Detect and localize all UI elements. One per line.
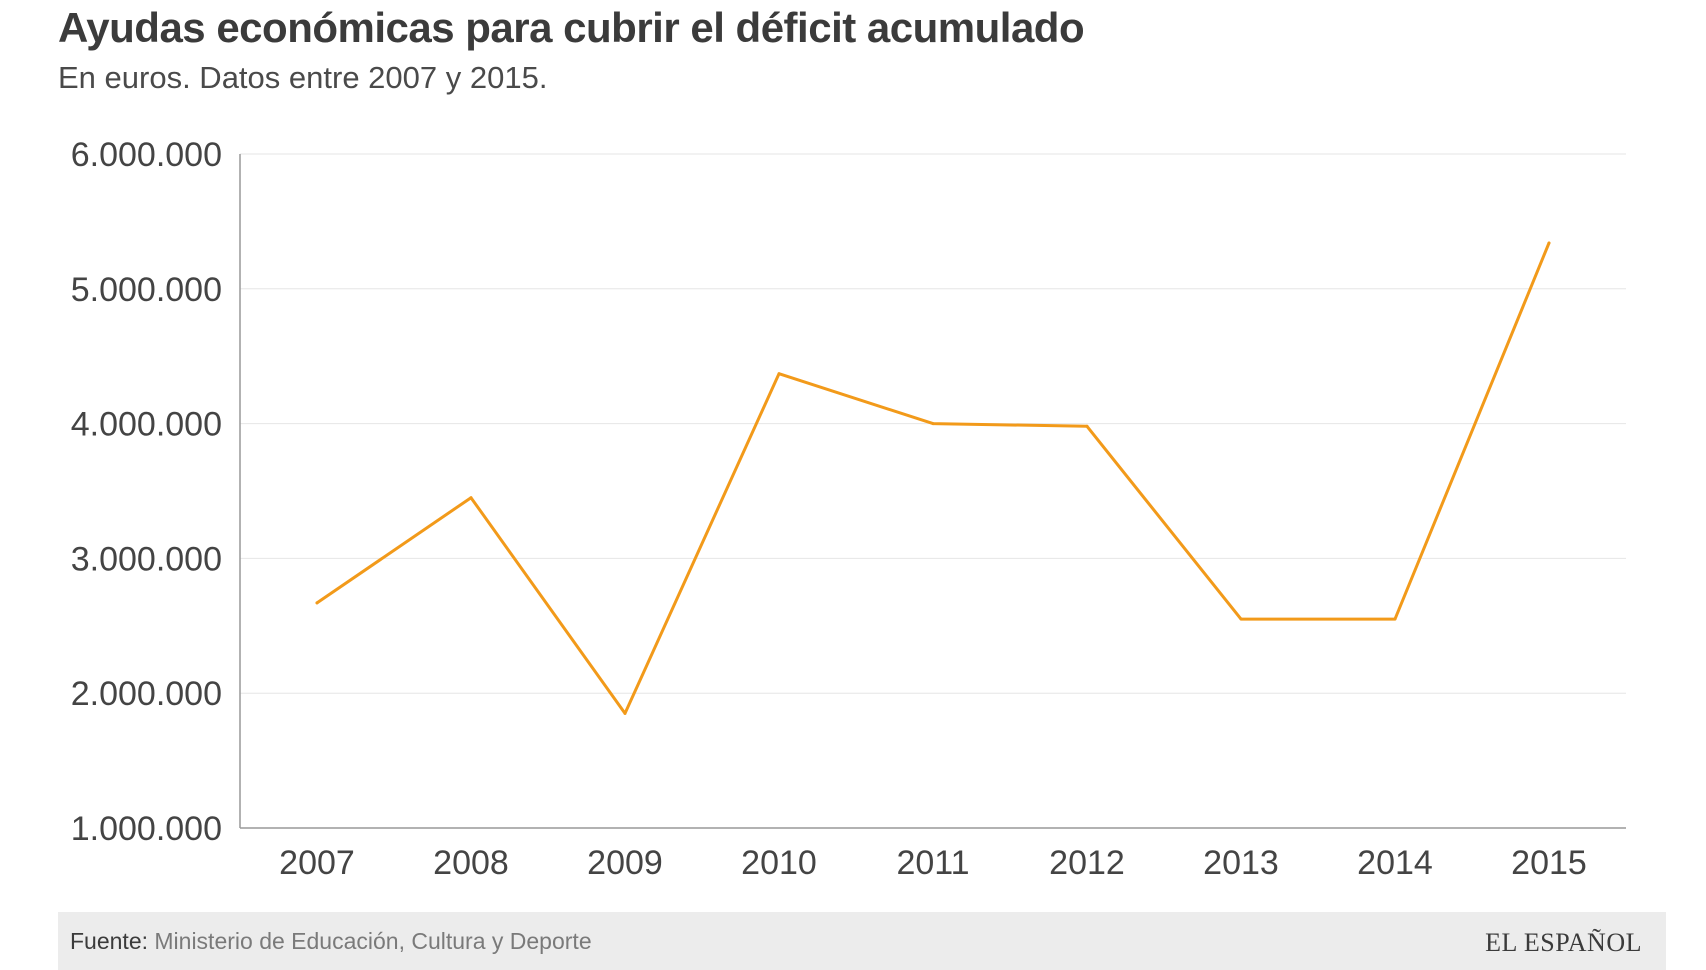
- chart-subtitle: En euros. Datos entre 2007 y 2015.: [58, 60, 548, 95]
- x-tick-label: 2011: [896, 844, 969, 882]
- y-tick-label: 3.000.000: [71, 540, 222, 578]
- data-point: [931, 422, 935, 426]
- data-point: [315, 601, 319, 605]
- source-note: Fuente: Ministerio de Educación, Cultura…: [70, 928, 592, 955]
- x-tick-label: 2014: [1357, 844, 1433, 882]
- x-tick-label: 2010: [741, 844, 817, 882]
- footer-bar: Fuente: Ministerio de Educación, Cultura…: [58, 912, 1666, 970]
- brand-logo: EL ESPAÑOL: [1485, 928, 1642, 957]
- data-point: [1085, 424, 1089, 428]
- x-tick-label: 2007: [279, 844, 355, 882]
- y-tick-label: 4.000.000: [71, 406, 222, 444]
- y-tick-label: 5.000.000: [71, 271, 222, 309]
- y-tick-label: 6.000.000: [71, 136, 222, 174]
- x-tick-label: 2015: [1511, 844, 1587, 882]
- x-tick-label: 2013: [1203, 844, 1279, 882]
- data-point: [469, 496, 473, 500]
- y-tick-label: 1.000.000: [71, 810, 222, 848]
- line-chart: 1.000.000 2.000.000 3.000.000 4.000.000 5.00…: [71, 136, 1626, 882]
- y-tick-label: 2.000.000: [71, 675, 222, 713]
- source-label: Fuente:: [70, 928, 148, 954]
- chart-title: Ayudas económicas para cubrir el déficit…: [58, 4, 1085, 51]
- x-tick-label: 2012: [1049, 844, 1125, 882]
- source-text: Ministerio de Educación, Cultura y Depor…: [154, 928, 592, 954]
- x-tick-label: 2008: [433, 844, 509, 882]
- x-tick-label: 2009: [587, 844, 663, 882]
- data-point: [1547, 241, 1551, 245]
- data-point: [1239, 617, 1243, 621]
- data-point: [1393, 617, 1397, 621]
- data-point: [623, 711, 627, 715]
- series-line: [315, 241, 1551, 715]
- data-point: [777, 372, 781, 376]
